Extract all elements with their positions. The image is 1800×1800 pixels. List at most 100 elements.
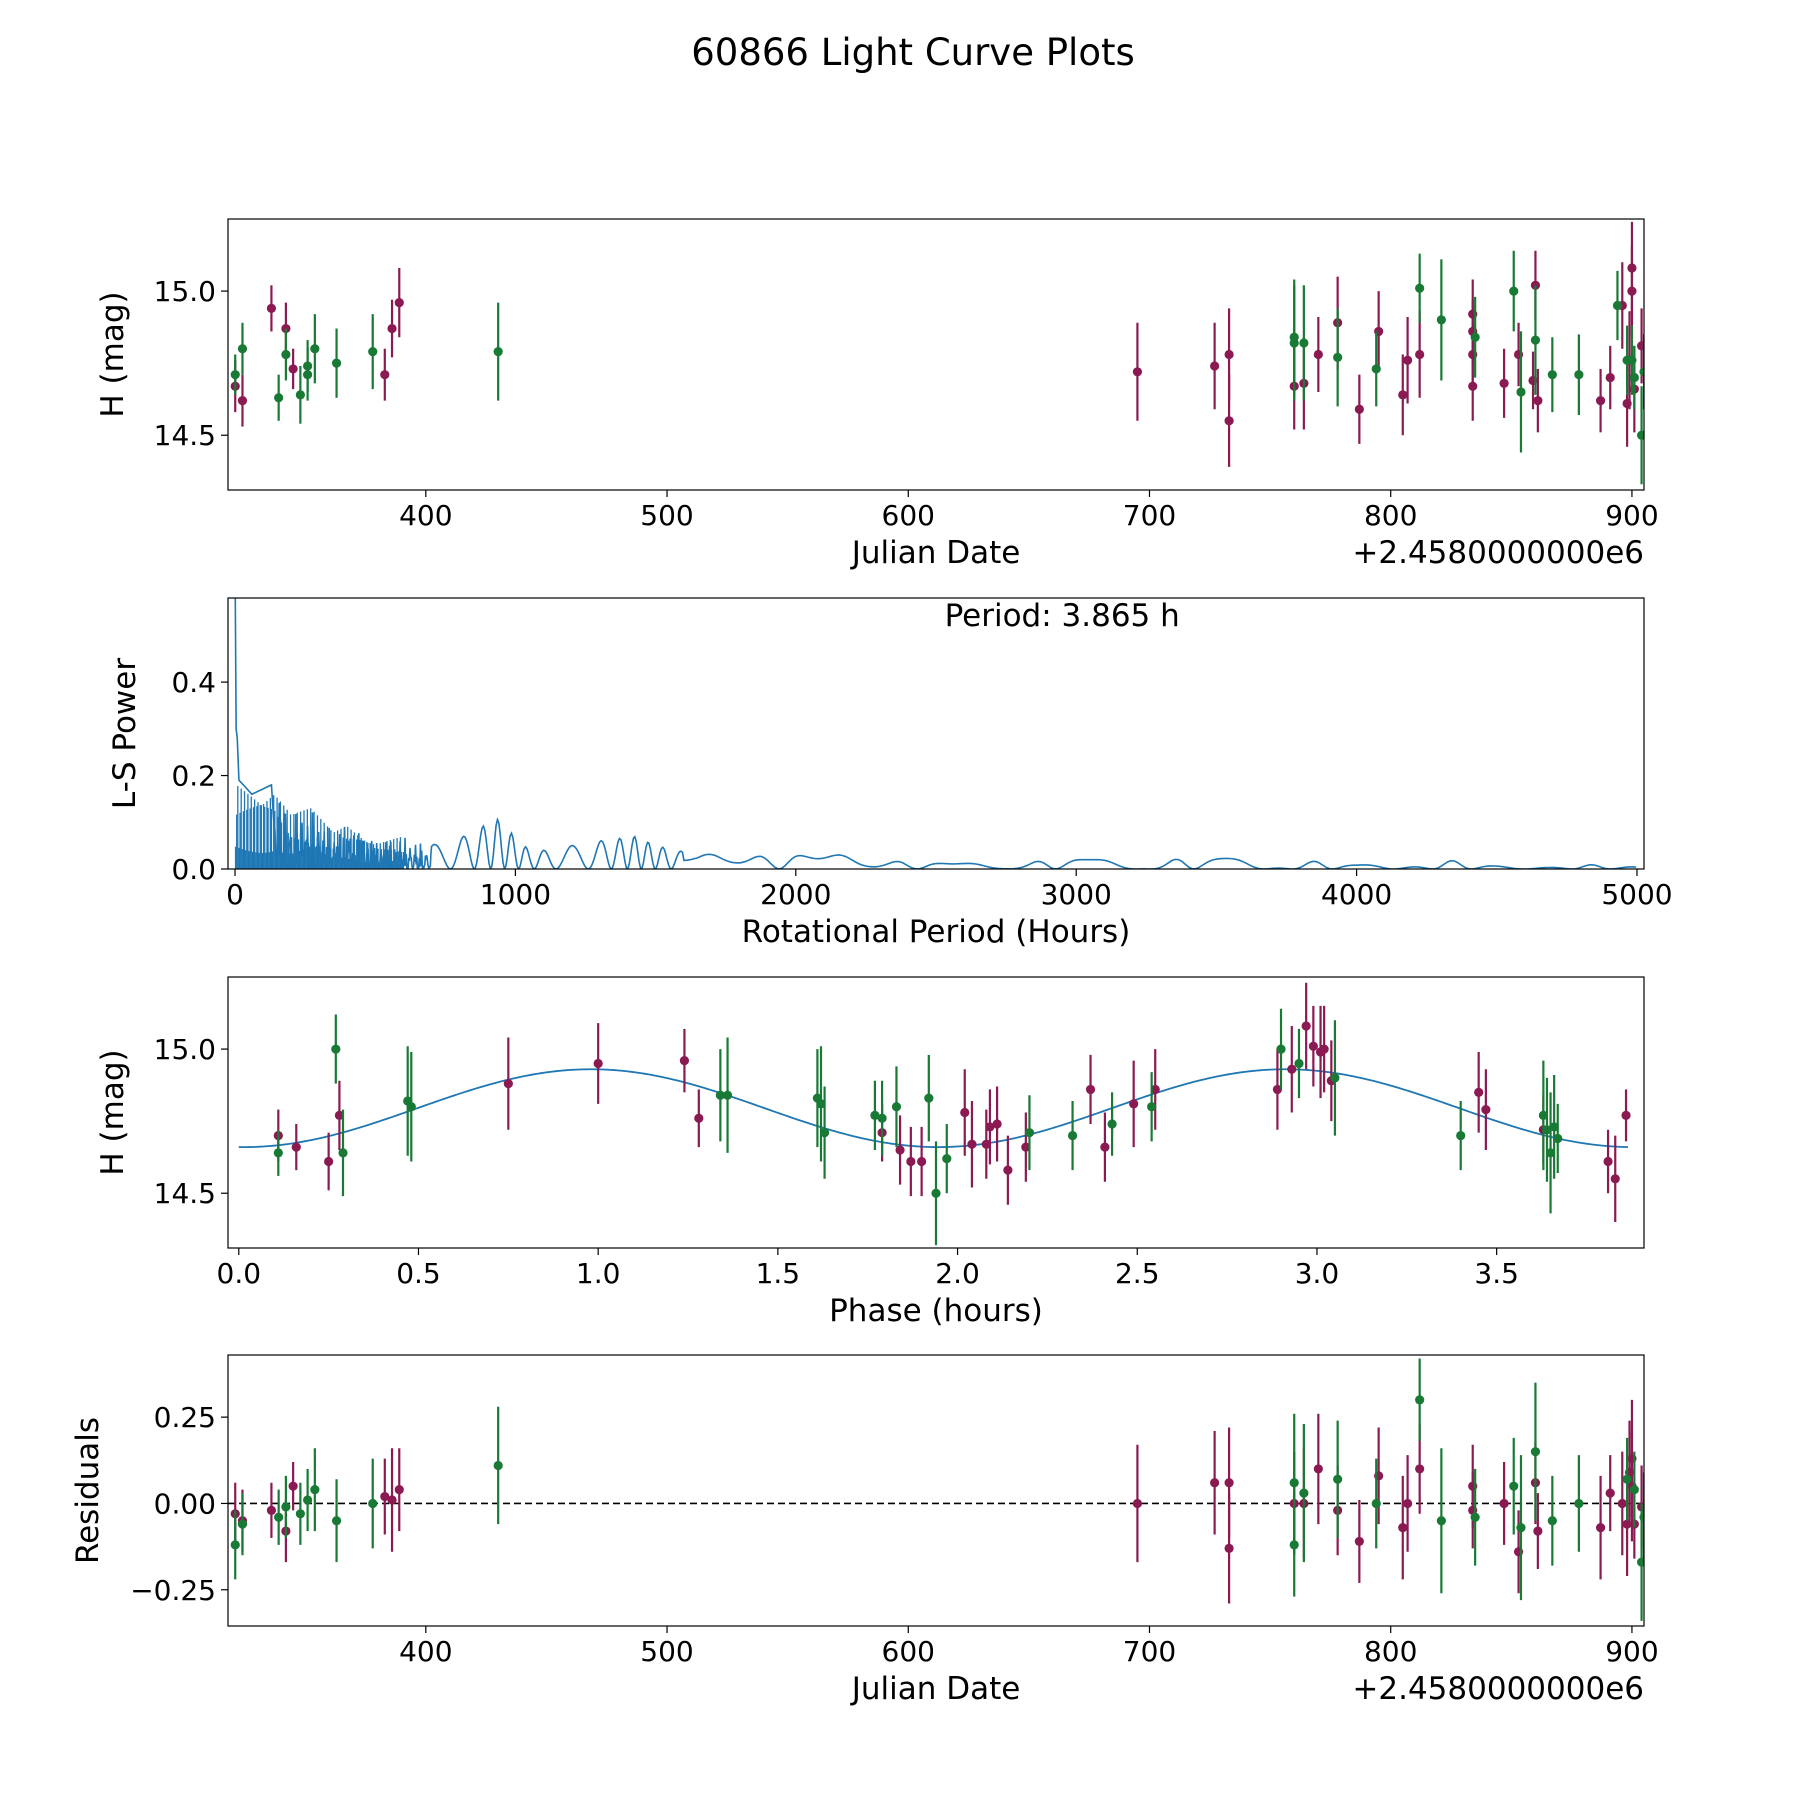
data-point bbox=[310, 344, 320, 354]
plot-content-ls bbox=[234, 598, 1637, 869]
data-point bbox=[1636, 341, 1644, 351]
data-point bbox=[1621, 1110, 1631, 1120]
figure-title: 60866 Light Curve Plots bbox=[691, 31, 1135, 74]
data-point bbox=[1549, 1122, 1559, 1132]
data-point bbox=[1024, 1128, 1035, 1138]
data-point bbox=[281, 1502, 291, 1512]
data-point bbox=[380, 370, 390, 380]
series-filter-b bbox=[273, 1008, 1563, 1246]
data-point bbox=[288, 1481, 298, 1491]
data-point bbox=[1436, 1516, 1446, 1526]
y-tick-label: −0.25 bbox=[130, 1574, 216, 1607]
data-point bbox=[338, 1148, 348, 1158]
data-point bbox=[1481, 1105, 1491, 1115]
x-tick-label: 1.5 bbox=[756, 1257, 801, 1290]
fit-curve bbox=[238, 1068, 1628, 1148]
y-tick-label: 0.0 bbox=[171, 853, 216, 886]
data-point bbox=[891, 1102, 902, 1112]
y-tick-label: 0.2 bbox=[171, 760, 216, 793]
x-tick-label: 800 bbox=[1364, 499, 1417, 532]
data-point bbox=[1398, 1523, 1408, 1533]
data-point bbox=[1289, 1478, 1299, 1488]
data-point bbox=[310, 1485, 320, 1495]
data-point bbox=[291, 1142, 301, 1152]
data-point bbox=[273, 1148, 283, 1158]
series-filter-a bbox=[273, 982, 1631, 1223]
x-axis-label: Phase (hours) bbox=[829, 1293, 1043, 1329]
data-point bbox=[230, 1540, 240, 1550]
data-point bbox=[303, 361, 313, 371]
data-point bbox=[1287, 1064, 1297, 1074]
data-point bbox=[303, 1495, 313, 1505]
data-point bbox=[1547, 370, 1557, 380]
data-point bbox=[931, 1188, 941, 1198]
axes-frame-lc bbox=[227, 218, 1645, 491]
data-point bbox=[1354, 404, 1364, 414]
data-point bbox=[1308, 1041, 1318, 1051]
data-point bbox=[1150, 1084, 1160, 1095]
data-point bbox=[1415, 1395, 1425, 1405]
data-point bbox=[1224, 416, 1234, 426]
data-point bbox=[1100, 1142, 1110, 1152]
axes-frame-ls bbox=[227, 597, 1645, 870]
x-tick-label: 400 bbox=[399, 1635, 452, 1668]
data-point bbox=[1603, 1156, 1613, 1167]
data-point bbox=[1289, 338, 1299, 348]
data-point bbox=[1530, 1447, 1541, 1457]
data-point bbox=[1574, 1498, 1584, 1509]
series-filter-b bbox=[230, 1358, 1644, 1621]
data-point bbox=[1294, 1058, 1304, 1069]
data-point bbox=[324, 1156, 334, 1167]
data-point bbox=[1333, 1474, 1343, 1484]
y-tick-label: 14.5 bbox=[154, 1177, 216, 1210]
data-point bbox=[1354, 1536, 1364, 1547]
data-point bbox=[237, 1519, 248, 1529]
data-point bbox=[1085, 1084, 1096, 1095]
data-point bbox=[679, 1056, 690, 1066]
panel-resid: 400 500 600 700 800 900 −0.25 0.00 0.25 Julian Da… bbox=[70, 1354, 1659, 1707]
data-point bbox=[1415, 1464, 1425, 1474]
data-point bbox=[1538, 1110, 1548, 1120]
x-tick-label: 800 bbox=[1364, 1635, 1417, 1668]
data-point bbox=[1371, 1498, 1381, 1509]
data-point bbox=[1313, 349, 1323, 360]
panels: 400 500 600 700 800 900 14.5 15.0 Julian Date H (… bbox=[70, 218, 1673, 1707]
data-point bbox=[1129, 1099, 1139, 1109]
axes-frame-resid bbox=[227, 1354, 1645, 1627]
x-offset-label: +2.4580000000e6 bbox=[1352, 535, 1644, 571]
data-point bbox=[960, 1107, 970, 1118]
data-point bbox=[924, 1093, 934, 1103]
data-point bbox=[1224, 1543, 1234, 1553]
x-tick-label: 700 bbox=[1123, 1635, 1176, 1668]
data-point bbox=[942, 1154, 952, 1164]
data-point bbox=[1509, 286, 1519, 296]
x-tick-label: 500 bbox=[640, 499, 693, 532]
x-tick-label: 0.0 bbox=[217, 1257, 262, 1290]
plot-area-resid bbox=[228, 1355, 1644, 1626]
data-point bbox=[1147, 1102, 1157, 1112]
x-tick-label: 700 bbox=[1123, 499, 1176, 532]
data-point bbox=[387, 1495, 397, 1505]
data-point bbox=[368, 1498, 378, 1509]
data-point bbox=[877, 1113, 887, 1123]
data-point bbox=[387, 323, 397, 334]
data-point bbox=[1516, 387, 1526, 397]
data-point bbox=[1299, 338, 1309, 348]
data-point bbox=[694, 1113, 704, 1123]
data-point bbox=[1415, 283, 1425, 293]
data-point bbox=[917, 1156, 927, 1167]
data-point bbox=[266, 303, 277, 313]
data-point bbox=[992, 1119, 1002, 1129]
data-point bbox=[1499, 378, 1509, 388]
data-point bbox=[1533, 396, 1543, 406]
data-point bbox=[1542, 1125, 1552, 1135]
x-tick-label: 3000 bbox=[1041, 878, 1112, 911]
data-point bbox=[1456, 1130, 1466, 1141]
data-point bbox=[281, 349, 291, 360]
data-point bbox=[380, 1491, 390, 1502]
data-point bbox=[394, 298, 404, 308]
data-point bbox=[906, 1156, 916, 1167]
x-axis-label: Julian Date bbox=[850, 1671, 1021, 1707]
x-tick-label: 2.0 bbox=[935, 1257, 980, 1290]
data-point bbox=[1605, 1488, 1615, 1498]
